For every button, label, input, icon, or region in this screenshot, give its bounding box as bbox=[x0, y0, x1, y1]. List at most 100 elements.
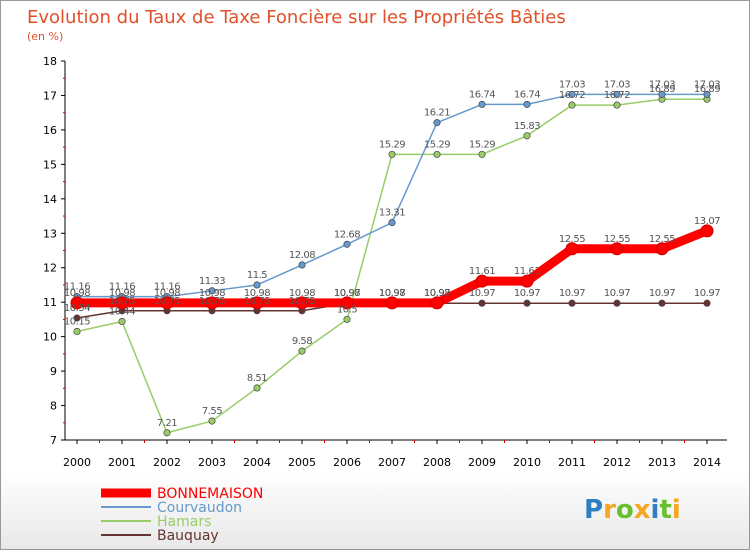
data-point-bauquay bbox=[568, 299, 576, 307]
data-point-bonnemaison bbox=[520, 274, 534, 288]
logo-letter: x bbox=[634, 495, 651, 525]
logo-letter: o bbox=[616, 495, 634, 525]
data-label-courvaudon: 11.5 bbox=[247, 270, 267, 281]
data-label-hamars: 7.21 bbox=[157, 418, 177, 429]
y-tick-label: 10 bbox=[43, 331, 57, 344]
data-point-hamars bbox=[73, 327, 81, 336]
data-label-hamars: 10.5 bbox=[337, 304, 357, 315]
x-tick-label: 2006 bbox=[333, 456, 361, 469]
logo-letter: P bbox=[584, 495, 603, 525]
data-label-bauquay: 10.97 bbox=[334, 288, 360, 299]
data-label-hamars: 8.51 bbox=[247, 373, 267, 384]
logo-letter: r bbox=[603, 495, 616, 525]
data-label-hamars: 16.72 bbox=[559, 90, 585, 101]
x-tick-label: 2011 bbox=[558, 456, 586, 469]
data-point-bonnemaison bbox=[610, 242, 624, 256]
data-label-bonnemaison: 12.55 bbox=[559, 234, 585, 245]
data-label-bauquay: 10.97 bbox=[469, 288, 495, 299]
y-tick-label: 13 bbox=[43, 227, 57, 240]
data-label-bonnemaison: 10.98 bbox=[244, 288, 270, 299]
x-tick-label: 2008 bbox=[423, 456, 451, 469]
y-tick-label: 8 bbox=[50, 400, 57, 413]
data-label-bauquay: 10.97 bbox=[694, 288, 720, 299]
x-tick-label: 2010 bbox=[513, 456, 541, 469]
data-point-courvaudon bbox=[298, 261, 306, 269]
data-point-hamars bbox=[163, 429, 171, 437]
legend-label-bonnemaison: BONNEMAISON bbox=[157, 486, 263, 502]
data-label-bonnemaison: 10.98 bbox=[424, 288, 450, 299]
axes: 7 8 9 10 11 12 13 14 15 16 17 18 2000 2001 2002 2003 200… bbox=[43, 55, 727, 469]
data-label-bauquay: 10.97 bbox=[649, 288, 675, 299]
data-point-courvaudon bbox=[343, 240, 351, 248]
data-point-bonnemaison bbox=[700, 224, 714, 238]
legend-label-bauquay: Bauquay bbox=[157, 528, 219, 544]
data-label-courvaudon: 17.03 bbox=[694, 79, 720, 90]
data-point-bonnemaison bbox=[70, 296, 84, 310]
x-tick-label: 2009 bbox=[468, 456, 496, 469]
data-point-courvaudon bbox=[433, 119, 441, 127]
data-label-bauquay: 10.75 bbox=[289, 296, 315, 307]
logo-letter: t bbox=[659, 495, 671, 525]
logo-letter: i bbox=[672, 495, 681, 525]
data-label-bauquay: 10.97 bbox=[514, 288, 540, 299]
chart-title: Evolution du Taux de Taxe Foncière sur l… bbox=[27, 7, 566, 28]
data-label-bauquay: 10.75 bbox=[199, 296, 225, 307]
legend-label-hamars: Hamars bbox=[157, 514, 211, 530]
data-point-hamars bbox=[568, 101, 576, 109]
data-label-bauquay: 10.97 bbox=[604, 288, 630, 299]
data-point-hamars bbox=[523, 132, 531, 140]
data-label-bonnemaison: 13.07 bbox=[694, 216, 720, 227]
data-point-hamars bbox=[433, 150, 441, 158]
data-label-bauquay: 10.97 bbox=[424, 288, 450, 299]
data-label-bauquay: 10.75 bbox=[244, 296, 270, 307]
data-label-hamars: 15.83 bbox=[514, 121, 540, 132]
data-label-hamars: 9.58 bbox=[292, 336, 312, 347]
data-point-bonnemaison bbox=[565, 242, 579, 256]
data-label-bonnemaison: 10.98 bbox=[379, 288, 405, 299]
y-tick-label: 18 bbox=[43, 55, 57, 68]
x-tick-label: 2003 bbox=[198, 456, 226, 469]
data-label-bauquay: 10.75 bbox=[154, 296, 180, 307]
data-label-courvaudon: 11.16 bbox=[64, 282, 90, 293]
y-tick-label: 15 bbox=[43, 158, 57, 171]
data-label-hamars: 15.29 bbox=[424, 139, 450, 150]
data-label-hamars: 16.72 bbox=[604, 90, 630, 101]
data-label-bauquay: 10.54 bbox=[64, 303, 90, 314]
data-label-bauquay: 10.97 bbox=[379, 288, 405, 299]
x-tick-label: 2007 bbox=[378, 456, 406, 469]
y-tick-label: 11 bbox=[43, 296, 57, 309]
data-point-bonnemaison bbox=[655, 242, 669, 256]
x-tick-label: 2012 bbox=[603, 456, 631, 469]
x-tick-label: 2004 bbox=[243, 456, 271, 469]
data-point-bonnemaison bbox=[340, 296, 354, 310]
data-label-courvaudon: 11.16 bbox=[109, 282, 135, 293]
proxiti-logo: Proxiti bbox=[584, 495, 681, 525]
y-tick-label: 9 bbox=[50, 365, 57, 378]
data-point-bonnemaison bbox=[475, 274, 489, 288]
x-tick-label: 2013 bbox=[648, 456, 676, 469]
y-tick-label: 17 bbox=[43, 89, 57, 102]
x-tick-label: 2002 bbox=[153, 456, 181, 469]
data-label-bonnemaison: 12.55 bbox=[604, 234, 630, 245]
y-tick-label: 12 bbox=[43, 262, 57, 275]
data-point-bauquay bbox=[523, 299, 531, 307]
data-label-bonnemaison: 12.55 bbox=[649, 234, 675, 245]
data-point-hamars bbox=[253, 384, 261, 392]
data-point-bonnemaison bbox=[250, 296, 264, 310]
data-point-courvaudon bbox=[703, 90, 711, 98]
data-label-bonnemaison: 10.98 bbox=[289, 288, 315, 299]
data-point-bauquay bbox=[613, 299, 621, 307]
data-label-hamars: 16.89 bbox=[649, 84, 675, 95]
data-label-courvaudon: 17.03 bbox=[559, 79, 585, 90]
data-point-courvaudon bbox=[658, 90, 666, 98]
data-label-courvaudon: 13.31 bbox=[379, 208, 405, 219]
data-label-bauquay: 10.75 bbox=[109, 296, 135, 307]
data-label-hamars: 15.29 bbox=[379, 139, 405, 150]
data-point-hamars bbox=[208, 417, 216, 425]
data-point-courvaudon bbox=[613, 90, 621, 98]
data-point-courvaudon bbox=[388, 219, 396, 227]
data-point-bonnemaison bbox=[205, 296, 219, 310]
data-label-courvaudon: 12.08 bbox=[289, 250, 315, 261]
